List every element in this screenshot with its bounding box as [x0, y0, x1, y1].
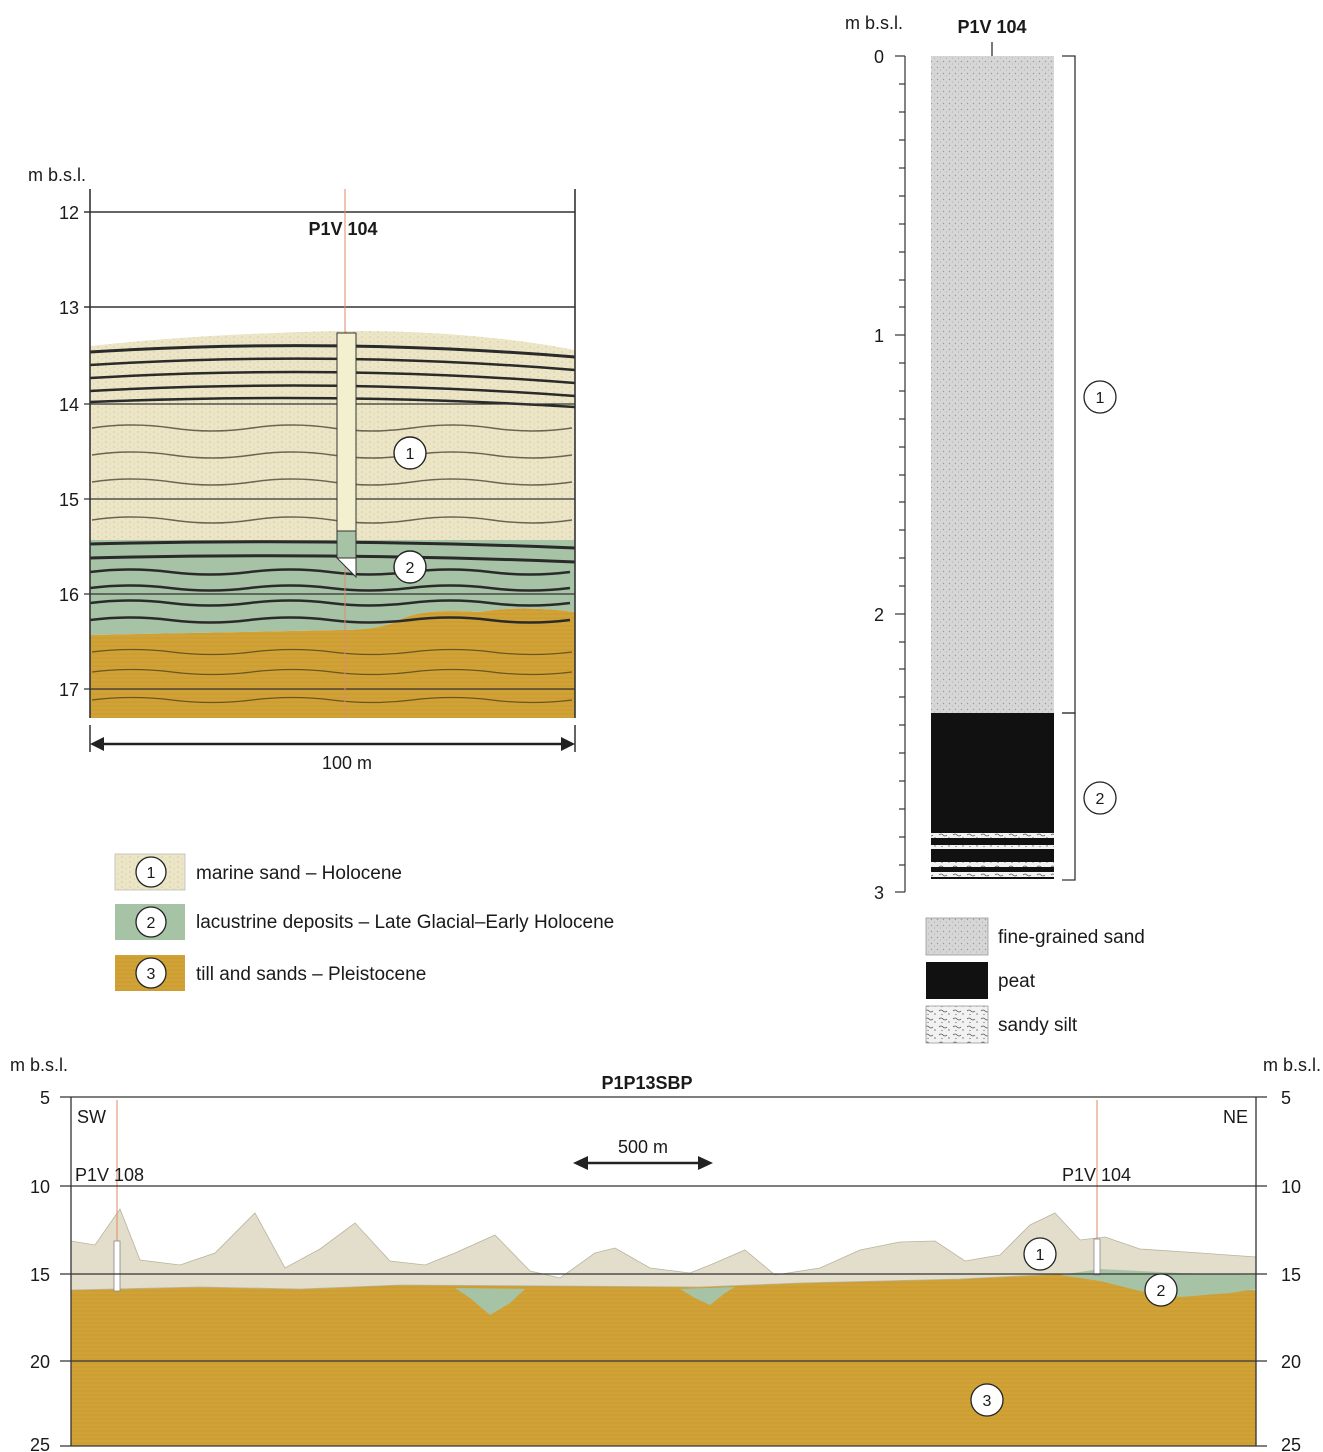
profile-bottom-scale-bar [573, 1156, 713, 1170]
svg-text:peat: peat [998, 971, 1036, 992]
profile-bottom-direction-right: NE [1223, 1107, 1248, 1127]
profile-bottom-tick: 20 [1281, 1352, 1301, 1372]
core-peat-section [931, 713, 1054, 831]
profile-bottom-scale-label: 500 m [618, 1137, 668, 1157]
profile-bottom-tick: 15 [30, 1265, 50, 1285]
profile-bottom-tick: 10 [30, 1177, 50, 1197]
svg-text:2: 2 [1157, 1283, 1166, 1300]
svg-text:2: 2 [406, 560, 415, 577]
core-y-axis [895, 55, 906, 893]
profile-bottom-core-label-left: P1V 108 [75, 1165, 144, 1185]
profile-bottom-tick: 15 [1281, 1265, 1301, 1285]
legend-item-marine-sand: 1 marine sand – Holocene [114, 853, 402, 891]
profile-bottom-unit-marker-1: 1 [1023, 1237, 1057, 1271]
core-title: P1V 104 [957, 17, 1026, 37]
svg-text:till and sands – Pleistocene: till and sands – Pleistocene [196, 964, 426, 985]
core-y-ticks: 0 1 2 3 [874, 47, 884, 903]
core-log: m b.s.l. P1V 104 [845, 13, 1145, 1044]
profile-top-unit-marker-1: 1 [393, 436, 427, 470]
profile-bottom-marine-sand-body [70, 1208, 1257, 1292]
core-y-axis-title: m b.s.l. [845, 13, 903, 33]
svg-text:marine sand – Holocene: marine sand – Holocene [196, 863, 402, 884]
core-mixed-lower-section [931, 831, 1054, 879]
profile-bottom-title: P1P13SBP [601, 1073, 692, 1093]
svg-text:lacustrine deposits – Late Gla: lacustrine deposits – Late Glacial–Early… [196, 912, 614, 933]
profile-top-till-body [90, 608, 575, 718]
profile-top-reflectors [89, 344, 576, 704]
core-fine-sand-section [931, 56, 1054, 713]
profile-top-core-lacustrine [336, 530, 357, 559]
legend-item-till: 3 till and sands – Pleistocene [115, 955, 426, 991]
profile-bottom-y-axis-title-right: m b.s.l. [1263, 1055, 1321, 1075]
core-unit-marker-2: 2 [1083, 781, 1117, 815]
profile-bottom-core-left [113, 1240, 121, 1292]
profile-bottom-y-ticks-right: 5 10 15 20 25 [1281, 1088, 1301, 1452]
core-tick: 1 [874, 326, 884, 346]
profile-bottom-tick: 5 [40, 1088, 50, 1108]
core-legend-fine-sand: fine-grained sand [925, 917, 1145, 956]
profile-top-marine-sand-body [90, 330, 575, 540]
svg-text:fine-grained sand: fine-grained sand [998, 927, 1145, 948]
core-legend: fine-grained sand peat sandy silt [925, 917, 1145, 1044]
profile-top-tick: 16 [59, 585, 79, 605]
profile-bottom: m b.s.l. m b.s.l. P1P13SBP 5 10 [10, 1055, 1321, 1452]
profile-top-title: P1V 104 [308, 219, 377, 239]
svg-text:3: 3 [983, 1393, 992, 1410]
profile-bottom-lacustrine-pocket [455, 1288, 525, 1315]
profile-top-y-ticks: 12 13 14 15 16 17 [59, 203, 79, 700]
profile-top-frame [84, 189, 576, 718]
profile-bottom-tick: 10 [1281, 1177, 1301, 1197]
profile-top-core-tip [335, 557, 357, 579]
core-tick: 0 [874, 47, 884, 67]
profile-bottom-unit-marker-2: 2 [1144, 1273, 1178, 1307]
profile-top-y-axis-title: m b.s.l. [28, 165, 86, 185]
profile-top-scale-bar [89, 725, 576, 752]
profile-top: m b.s.l. [28, 165, 576, 773]
profile-bottom-core-label-right: P1V 104 [1062, 1165, 1131, 1185]
profile-bottom-core-right [1093, 1238, 1101, 1276]
profile-bottom-y-ticks-left: 5 10 15 20 25 [30, 1088, 50, 1452]
core-legend-peat: peat [926, 962, 1036, 999]
svg-text:2: 2 [1096, 791, 1105, 808]
core-unit-brackets [1062, 55, 1076, 881]
svg-text:1: 1 [1096, 390, 1105, 407]
legend-item-lacustrine: 2 lacustrine deposits – Late Glacial–Ear… [115, 904, 614, 940]
profile-top-tick: 13 [59, 298, 79, 318]
profile-top-tick: 14 [59, 395, 79, 415]
units-legend: 1 marine sand – Holocene 2 lacustrine de… [114, 853, 614, 991]
profile-bottom-tick: 20 [30, 1352, 50, 1372]
profile-top-tick: 17 [59, 680, 79, 700]
svg-text:3: 3 [147, 966, 156, 983]
profile-top-tick: 15 [59, 490, 79, 510]
svg-text:sandy silt: sandy silt [998, 1015, 1078, 1036]
core-tick: 3 [874, 883, 884, 903]
core-tick: 2 [874, 605, 884, 625]
svg-text:1: 1 [1036, 1247, 1045, 1264]
core-unit-marker-1: 1 [1083, 380, 1117, 414]
core-legend-sandy-silt: sandy silt [925, 1005, 1078, 1044]
profile-bottom-till-area [71, 1274, 1256, 1446]
profile-top-unit-marker-2: 2 [393, 550, 427, 584]
profile-top-core-column [336, 332, 357, 532]
profile-bottom-frame [60, 1096, 1267, 1447]
profile-bottom-lacustrine-pocket [680, 1287, 735, 1305]
profile-bottom-tick: 25 [1281, 1435, 1301, 1452]
profile-bottom-direction-left: SW [77, 1107, 106, 1127]
profile-bottom-tick: 25 [30, 1435, 50, 1452]
profile-top-tick: 12 [59, 203, 79, 223]
profile-bottom-y-axis-title-left: m b.s.l. [10, 1055, 68, 1075]
profile-bottom-unit-marker-3: 3 [970, 1383, 1004, 1417]
svg-text:1: 1 [406, 446, 415, 463]
svg-text:1: 1 [147, 865, 156, 882]
svg-text:2: 2 [147, 915, 156, 932]
profile-bottom-tick: 5 [1281, 1088, 1291, 1108]
profile-top-scale-label: 100 m [322, 753, 372, 773]
